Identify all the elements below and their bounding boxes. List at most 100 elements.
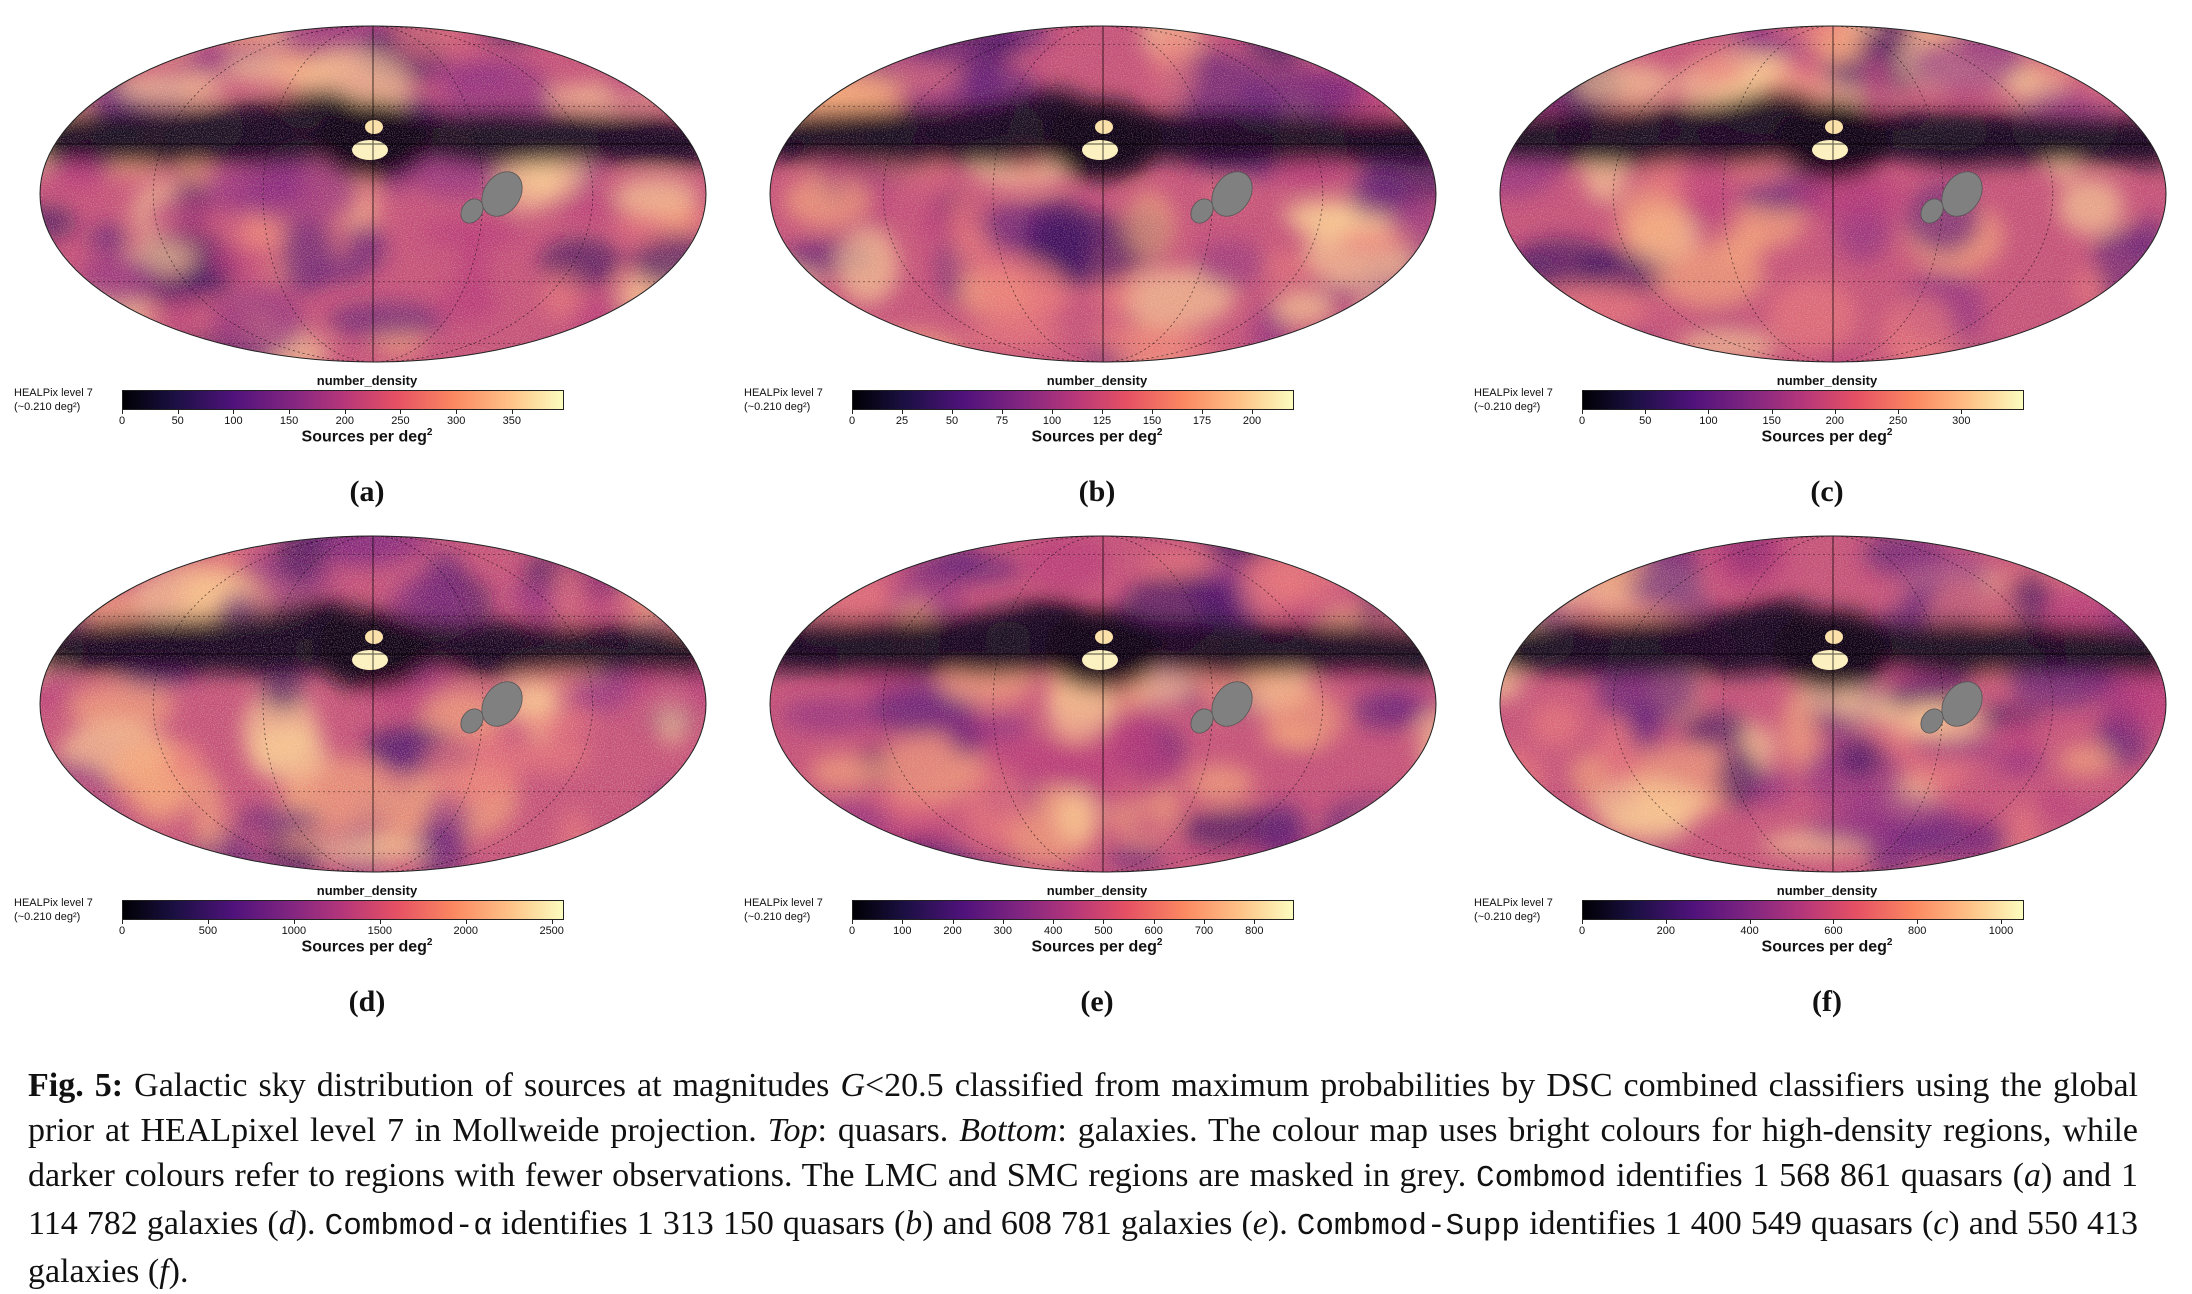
model-name: Combmod-α xyxy=(324,1209,493,1244)
colorbar xyxy=(122,900,564,920)
colorbar-tick-label: 300 xyxy=(1952,415,1971,427)
colorbar-tick xyxy=(1252,409,1253,414)
caption-ref: c xyxy=(1933,1205,1949,1242)
healpix-note: HEALPix level 7 (~0.210 deg²) xyxy=(1474,386,1553,414)
lmc-mask xyxy=(481,171,523,217)
colorbar-ticks: 0 100 200 300 400 500 600 700 800 xyxy=(848,919,1294,941)
mollweide-map xyxy=(769,25,1437,363)
colorbar-title: number_density xyxy=(316,373,418,388)
figure-caption: Fig. 5: Galactic sky distribution of sou… xyxy=(28,1063,2138,1294)
panel-e: number_density HEALPix level 7 (~0.210 deg… xyxy=(732,510,1462,1020)
colorbar-tick-label: 300 xyxy=(446,415,466,427)
colorbar-tick xyxy=(1645,409,1647,414)
healpix-area: (~0.210 deg²) xyxy=(14,911,81,923)
colorbar-tick xyxy=(344,409,346,414)
lmc-mask xyxy=(1211,681,1253,727)
colorbar-tick-label: 350 xyxy=(502,415,522,427)
colorbar xyxy=(1582,900,2024,920)
colorbar-tick xyxy=(1834,409,1836,414)
colorbar-tick xyxy=(379,919,381,924)
caption-ref: b xyxy=(905,1205,923,1242)
colorbar-tick xyxy=(1204,919,1205,924)
colorbar-tick-label: 200 xyxy=(335,415,354,427)
mollweide-map xyxy=(39,25,707,363)
caption-text: identifies 1 400 549 quasars ( xyxy=(1520,1205,1934,1242)
colorbar-ticks: 0 25 50 75 100 125 150 175 200 xyxy=(849,409,1294,431)
colorbar-tick-label: 150 xyxy=(279,415,299,427)
healpix-area: (~0.210 deg²) xyxy=(744,911,811,923)
caption-ref: d xyxy=(278,1205,296,1242)
colorbar-title: number_density xyxy=(316,883,418,898)
colorbar-tick-label: 100 xyxy=(1699,415,1718,427)
colorbar-unit-label: Sources per deg2 xyxy=(301,937,433,956)
colorbar-tick-label: 2500 xyxy=(539,925,564,937)
healpix-level: HEALPix level 7 xyxy=(14,387,93,399)
colorbar-unit-label: Sources per deg2 xyxy=(1031,937,1163,956)
mollweide-map xyxy=(1499,535,2167,873)
colorbar-tick xyxy=(1961,409,1963,414)
colorbar-tick-label: 0 xyxy=(848,925,856,937)
caption-text: : quasars. xyxy=(817,1112,960,1149)
caption-text: identifies 1 313 150 quasars ( xyxy=(492,1205,906,1242)
colorbar-tick xyxy=(233,409,235,414)
healpix-level: HEALPix level 7 xyxy=(744,387,823,399)
caption-bottom: Bottom xyxy=(959,1112,1058,1149)
caption-text: <20.5 classified from maximum probabilit… xyxy=(28,1067,2139,1149)
healpix-note: HEALPix level 7 (~0.210 deg²) xyxy=(14,896,93,924)
colorbar-title: number_density xyxy=(1776,883,1878,898)
healpix-area: (~0.210 deg²) xyxy=(1474,401,1541,413)
colorbar-tick xyxy=(1665,919,1667,924)
colorbar-tick xyxy=(1749,919,1751,924)
caption-text: ) and 1 114 782 galaxies ( xyxy=(28,1157,2138,1242)
fig-label: Fig. 5: xyxy=(28,1067,124,1104)
colorbar-tick xyxy=(1053,919,1055,924)
smc-mask xyxy=(460,198,484,224)
caption-text: ). xyxy=(168,1253,189,1290)
colorbar-tick xyxy=(852,919,853,924)
colorbar-tick xyxy=(1002,919,1004,924)
caption-g: G xyxy=(840,1067,865,1104)
mollweide-map xyxy=(39,535,707,873)
colorbar-tick-label: 0 xyxy=(1578,415,1586,427)
colorbar-tick-label: 800 xyxy=(1245,925,1264,937)
colorbar-ticks: 0 200 400 600 800 1000 xyxy=(1578,919,2024,941)
colorbar-unit-label: Sources per deg2 xyxy=(1761,937,1893,956)
colorbar-tick xyxy=(1002,409,1003,414)
caption-text: ) and 608 781 galaxies ( xyxy=(922,1205,1253,1242)
colorbar-tick-label: 1000 xyxy=(281,925,307,937)
caption-text: ). xyxy=(1267,1205,1297,1242)
healpix-note: HEALPix level 7 (~0.210 deg²) xyxy=(14,386,93,414)
colorbar-tick-label: 100 xyxy=(893,925,912,937)
colorbar-tick-label: 600 xyxy=(1824,925,1843,937)
colorbar-tick-label: 50 xyxy=(1639,415,1652,427)
colorbar-tick xyxy=(551,919,553,924)
colorbar-tick-label: 0 xyxy=(118,415,126,427)
colorbar-tick-label: 200 xyxy=(1656,925,1675,937)
figure-grid: number_density HEALPix level 7 (~0.210 deg… xyxy=(14,25,2167,1020)
caption-text: : galaxies. The colour map uses bright c… xyxy=(28,1112,2138,1194)
colorbar-ticks: 0 50 100 150 200 250 300 xyxy=(1578,409,2024,431)
mollweide-map xyxy=(769,535,1437,873)
colorbar xyxy=(122,390,564,410)
lmc-mask xyxy=(1211,171,1253,217)
healpix-level: HEALPix level 7 xyxy=(1474,387,1553,399)
colorbar xyxy=(852,390,1294,410)
colorbar-tick xyxy=(122,409,123,414)
colorbar-tick xyxy=(902,409,903,414)
healpix-level: HEALPix level 7 xyxy=(14,897,93,909)
colorbar-tick-label: 500 xyxy=(198,925,218,937)
subfigure-label: (b) xyxy=(1078,475,1116,508)
colorbar-tick-label: 25 xyxy=(895,415,909,427)
colorbar-tick-label: 100 xyxy=(1042,415,1062,427)
colorbar-tick xyxy=(1153,919,1155,924)
colorbar-tick xyxy=(289,409,291,414)
colorbar-tick-label: 0 xyxy=(1578,925,1586,937)
colorbar-tick-label: 50 xyxy=(171,415,184,427)
colorbar-tick xyxy=(1103,919,1105,924)
colorbar-tick-label: 100 xyxy=(224,415,243,427)
colorbar-tick-label: 300 xyxy=(993,925,1013,937)
caption-ref: a xyxy=(2023,1157,2041,1194)
colorbar-tick xyxy=(1052,409,1053,414)
colorbar-tick-label: 200 xyxy=(1825,415,1845,427)
colorbar-tick xyxy=(177,409,179,414)
